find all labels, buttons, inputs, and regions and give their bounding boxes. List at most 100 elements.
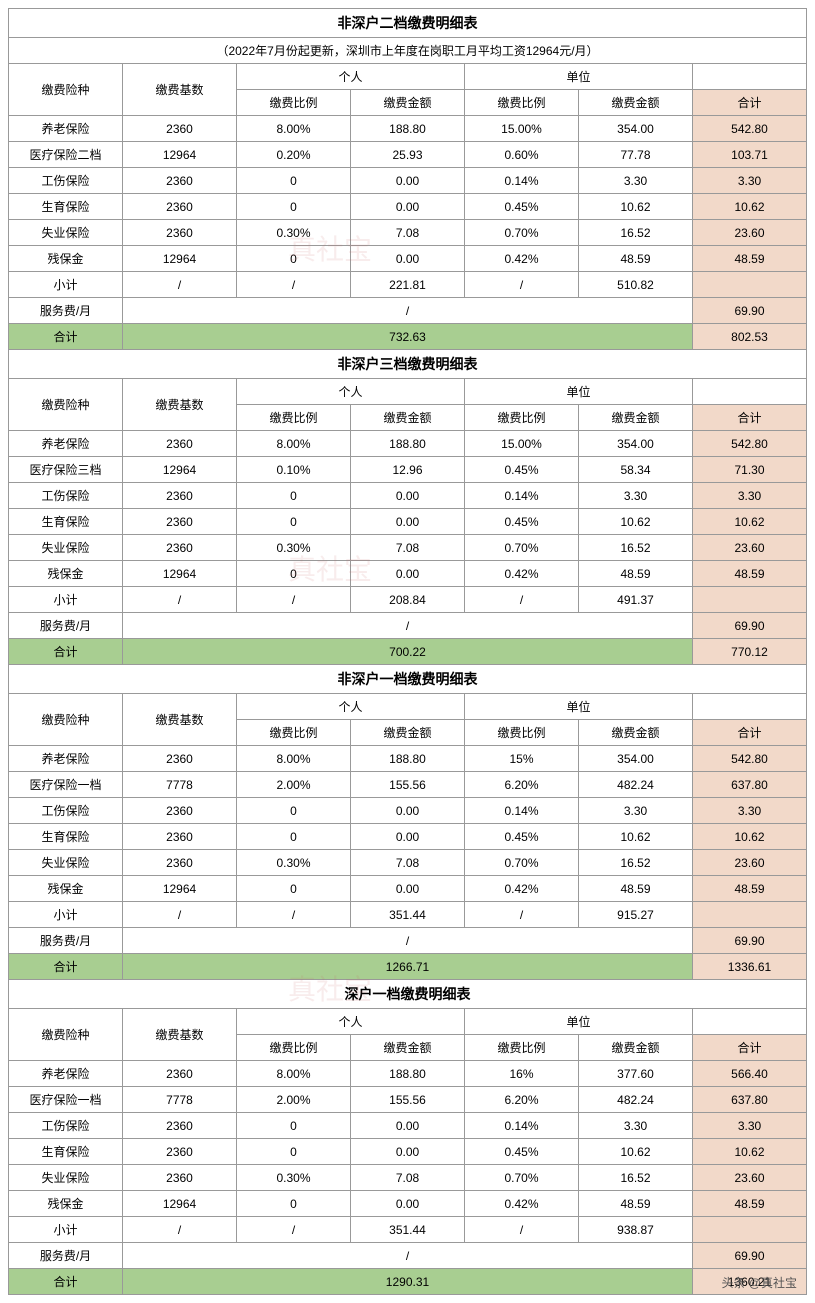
- hdr-p-amount: 缴费金额: [351, 720, 465, 746]
- cell-total: 48.59: [693, 1191, 807, 1217]
- cell-base: 12964: [123, 561, 237, 587]
- hdr-personal: 个人: [237, 694, 465, 720]
- cell-c-amt: 3.30: [579, 483, 693, 509]
- subtotal-slash: /: [465, 1217, 579, 1243]
- cell-base: 2360: [123, 1165, 237, 1191]
- subtotal-p-amt: 351.44: [351, 902, 465, 928]
- service-fee-row: 服务费/月/69.90: [9, 298, 807, 324]
- cell-total: 10.62: [693, 509, 807, 535]
- cell-total: 3.30: [693, 483, 807, 509]
- subtotal-slash: /: [237, 1217, 351, 1243]
- hdr-c-amount: 缴费金额: [579, 1035, 693, 1061]
- cell-name: 医疗保险一档: [9, 1087, 123, 1113]
- subtotal-slash: /: [123, 1217, 237, 1243]
- cell-p-ratio: 0.30%: [237, 535, 351, 561]
- cell-c-amt: 48.59: [579, 246, 693, 272]
- cell-c-ratio: 0.42%: [465, 561, 579, 587]
- cell-base: 2360: [123, 1139, 237, 1165]
- cell-name: 残保金: [9, 876, 123, 902]
- cell-p-ratio: 8.00%: [237, 1061, 351, 1087]
- table-row: 医疗保险一档77782.00%155.566.20%482.24637.80: [9, 1087, 807, 1113]
- cell-p-ratio: 0: [237, 509, 351, 535]
- table-row: 失业保险23600.30%7.080.70%16.5223.60: [9, 850, 807, 876]
- service-fee-slash: /: [123, 613, 693, 639]
- cell-p-ratio: 8.00%: [237, 431, 351, 457]
- hdr-c-ratio: 缴费比例: [465, 90, 579, 116]
- cell-base: 2360: [123, 746, 237, 772]
- cell-name: 失业保险: [9, 220, 123, 246]
- cell-p-amt: 155.56: [351, 772, 465, 798]
- grand-total-val: 802.53: [693, 324, 807, 350]
- cell-name: 医疗保险二档: [9, 142, 123, 168]
- cell-name: 工伤保险: [9, 483, 123, 509]
- subtotal-slash: /: [237, 587, 351, 613]
- cell-name: 残保金: [9, 1191, 123, 1217]
- cell-p-amt: 188.80: [351, 1061, 465, 1087]
- table-row: 失业保险23600.30%7.080.70%16.5223.60: [9, 1165, 807, 1191]
- grand-total-mid: 1290.31: [123, 1269, 693, 1295]
- cell-total: 10.62: [693, 194, 807, 220]
- cell-base: 2360: [123, 824, 237, 850]
- cell-c-amt: 377.60: [579, 1061, 693, 1087]
- grand-total-row: 合计732.63802.53: [9, 324, 807, 350]
- cell-total: 48.59: [693, 561, 807, 587]
- grand-total-val: 770.12: [693, 639, 807, 665]
- subtotal-c-amt: 938.87: [579, 1217, 693, 1243]
- subtotal-label: 小计: [9, 902, 123, 928]
- cell-base: 12964: [123, 246, 237, 272]
- table-row: 工伤保险236000.000.14%3.303.30: [9, 798, 807, 824]
- cell-c-amt: 16.52: [579, 1165, 693, 1191]
- subtotal-row: 小计//208.84/491.37: [9, 587, 807, 613]
- cell-c-ratio: 0.70%: [465, 220, 579, 246]
- cell-p-ratio: 0: [237, 1113, 351, 1139]
- hdr-c-amount: 缴费金额: [579, 720, 693, 746]
- subtotal-slash: /: [465, 587, 579, 613]
- cell-p-ratio: 0: [237, 824, 351, 850]
- cell-p-ratio: 0: [237, 561, 351, 587]
- subtotal-p-amt: 208.84: [351, 587, 465, 613]
- cell-c-amt: 354.00: [579, 116, 693, 142]
- hdr-company: 单位: [465, 1009, 693, 1035]
- cell-p-ratio: 0.20%: [237, 142, 351, 168]
- cell-total: 103.71: [693, 142, 807, 168]
- cell-c-amt: 354.00: [579, 431, 693, 457]
- cell-base: 2360: [123, 194, 237, 220]
- cell-p-ratio: 0.30%: [237, 1165, 351, 1191]
- cell-c-amt: 482.24: [579, 1087, 693, 1113]
- cell-name: 残保金: [9, 246, 123, 272]
- cell-base: 2360: [123, 798, 237, 824]
- cell-c-amt: 16.52: [579, 220, 693, 246]
- hdr-c-amount: 缴费金额: [579, 90, 693, 116]
- table-title: 非深户三档缴费明细表: [9, 350, 807, 379]
- subtotal-total: [693, 587, 807, 613]
- cell-p-amt: 0.00: [351, 1191, 465, 1217]
- hdr-empty: [693, 1009, 807, 1035]
- hdr-p-amount: 缴费金额: [351, 1035, 465, 1061]
- cell-base: 7778: [123, 772, 237, 798]
- cell-c-amt: 48.59: [579, 876, 693, 902]
- cell-c-amt: 10.62: [579, 509, 693, 535]
- cell-p-ratio: 8.00%: [237, 116, 351, 142]
- hdr-insurance-type: 缴费险种: [9, 64, 123, 116]
- header-row-1: 缴费险种缴费基数个人单位: [9, 1009, 807, 1035]
- hdr-company: 单位: [465, 64, 693, 90]
- subtotal-p-amt: 351.44: [351, 1217, 465, 1243]
- service-fee-label: 服务费/月: [9, 928, 123, 954]
- cell-p-amt: 0.00: [351, 876, 465, 902]
- cell-c-ratio: 0.70%: [465, 850, 579, 876]
- subtitle-cell: （2022年7月份起更新，深圳市上年度在岗职工月平均工资12964元/月）: [9, 38, 807, 64]
- cell-p-amt: 0.00: [351, 483, 465, 509]
- cell-p-ratio: 0.10%: [237, 457, 351, 483]
- hdr-p-amount: 缴费金额: [351, 405, 465, 431]
- title-cell: 非深户三档缴费明细表: [9, 350, 807, 379]
- cell-p-amt: 12.96: [351, 457, 465, 483]
- grand-total-label: 合计: [9, 1269, 123, 1295]
- subtotal-c-amt: 491.37: [579, 587, 693, 613]
- cell-p-ratio: 0: [237, 246, 351, 272]
- service-fee-row: 服务费/月/69.90: [9, 613, 807, 639]
- cell-c-amt: 58.34: [579, 457, 693, 483]
- cell-name: 生育保险: [9, 194, 123, 220]
- cell-p-amt: 188.80: [351, 746, 465, 772]
- hdr-total: 合计: [693, 90, 807, 116]
- service-fee-val: 69.90: [693, 928, 807, 954]
